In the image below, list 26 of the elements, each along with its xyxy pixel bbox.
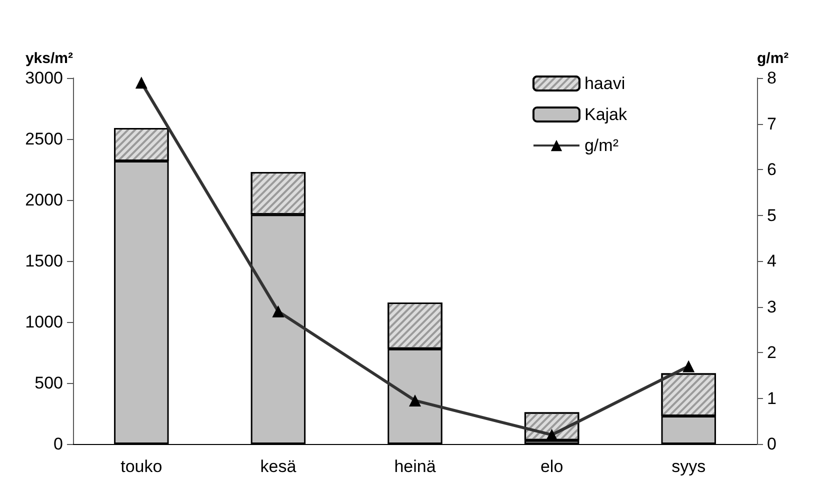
y-axis-title: yks/m² (25, 50, 73, 67)
y-tick-label: 1500 (25, 252, 63, 270)
x-tick-label: elo (540, 457, 564, 476)
x-tick-label: touko (120, 457, 162, 476)
y-tick-label: 2500 (25, 130, 63, 148)
y-tick-label: 3000 (25, 68, 63, 88)
y2-tick-label: 2 (767, 343, 776, 362)
y-tick-label: 2000 (25, 190, 63, 210)
legend-label: g/m² (584, 136, 619, 155)
y2-tick-label: 7 (767, 114, 776, 134)
y2-tick-label: 4 (767, 252, 776, 270)
y2-tick-label: 8 (767, 68, 776, 88)
y-tick-label: 500 (34, 374, 63, 392)
y2-axis-title: g/m² (757, 50, 789, 67)
x-tick-label: heinä (394, 457, 436, 476)
legend-label: Kajak (584, 105, 628, 124)
y2-tick-label: 0 (767, 434, 776, 454)
y2-tick-label: 5 (767, 206, 776, 225)
y-tick-label: 0 (54, 434, 63, 454)
y2-tick-label: 3 (767, 297, 776, 316)
y2-tick-label: 6 (767, 160, 776, 179)
legend-label: haavi (584, 74, 626, 93)
y2-tick-label: 1 (767, 388, 776, 408)
x-tick-label: kesä (260, 457, 297, 476)
y-tick-label: 1000 (25, 312, 63, 332)
x-tick-label: syys (672, 457, 706, 476)
